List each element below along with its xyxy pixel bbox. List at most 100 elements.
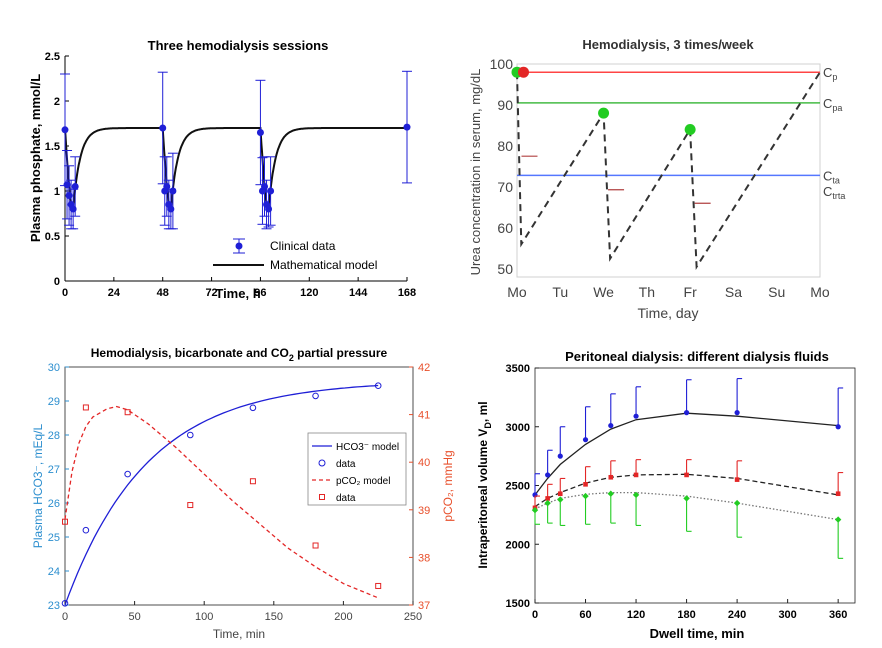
legend-model-label: Mathematical model [270,258,377,272]
peritoneal-y-tick-label: 2500 [506,481,530,493]
bicarbonate-y-left-tick-label: 30 [48,362,60,374]
urea-marker-green [684,124,696,136]
hco3-data-point [374,382,382,390]
urea-ref-label: Cp [823,65,837,82]
phosphate-data-point [267,187,275,195]
pco2-data-point [187,502,194,509]
bicarbonate-y-left-tick-label: 27 [48,464,60,476]
bicarbonate-y-right-tick-label: 37 [418,600,430,612]
legend-pco2-model-label: pCO₂ model [336,476,390,487]
legend-hco3-data-label: data [336,459,356,470]
peritoneal-data-point-green [834,516,842,523]
peritoneal-chart: Peritoneal dialysis: different dialysis … [476,349,856,641]
phosphate-x-tick-label: 48 [157,287,169,299]
phosphate-chart: Three hemodialysis sessions Plasma phosp… [28,38,416,301]
phosphate-x-tick-label: 0 [62,287,68,299]
peritoneal-data-point-green [544,499,551,507]
phosphate-y-tick-label: 2 [54,96,60,108]
bicarbonate-y-left-tick-label: 28 [48,430,60,442]
bicarbonate-title: Hemodialysis, bicarbonate and CO2 partia… [91,346,388,363]
peritoneal-xlabel: Dwell time, min [650,626,745,641]
pco2-data-point [124,409,131,416]
peritoneal-data-point-blue [683,410,690,416]
hco3-model-line [64,384,379,606]
pco2-data-point [249,478,256,485]
legend-data-marker [235,242,243,250]
phosphate-x-tick-label: 72 [205,287,217,299]
legend-hco3-data-marker [318,459,326,467]
bicarbonate-y-right-tick-label: 39 [418,505,430,517]
peritoneal-data-point-blue [608,422,614,429]
urea-x-tick-label: Su [768,284,785,300]
urea-y-tick-label: 70 [497,179,513,195]
peritoneal-y-tick-label: 3500 [506,363,530,375]
peritoneal-x-tick-label: 300 [778,609,796,621]
peritoneal-data-point-blue [582,437,589,443]
urea-y-tick-label: 90 [497,97,513,113]
phosphate-x-tick-label: 96 [254,287,266,299]
phosphate-xlabel: Time, h [215,286,260,301]
peritoneal-data-point-red [557,491,563,497]
bicarbonate-x-tick-label: 200 [334,611,352,623]
phosphate-y-tick-label: 0.5 [45,231,60,243]
phosphate-data-point [71,183,79,190]
urea-x-tick-label: We [593,284,614,300]
bicarbonate-y-left-tick-label: 23 [48,600,60,612]
phosphate-y-tick-label: 1.5 [45,141,60,153]
pco2-data-point [62,518,68,525]
pco2-data-point [82,404,89,411]
urea-x-tick-label: Mo [507,284,527,300]
peritoneal-data-point-green [632,491,640,499]
phosphate-title: Three hemodialysis sessions [148,38,329,53]
bicarbonate-ylabel-left: Plasma HCO3⁻, mEq/L [31,423,45,548]
urea-chart: Hemodialysis, 3 times/week Urea concentr… [468,37,845,321]
urea-ref-label: Cpa [823,96,842,113]
phosphate-model-line [64,127,407,211]
bicarbonate-x-tick-label: 150 [265,611,283,623]
peritoneal-data-point-green [557,496,564,503]
bicarbonate-chart: Hemodialysis, bicarbonate and CO2 partia… [31,346,455,641]
peritoneal-data-point-green [683,495,690,502]
bicarbonate-x-tick-label: 0 [62,611,68,623]
phosphate-data-point [61,126,69,134]
legend-box [307,432,407,506]
peritoneal-x-tick-label: 180 [677,609,695,621]
phosphate-data-point [169,187,177,195]
urea-y-tick-label: 80 [497,138,513,154]
phosphate-data-point [256,129,264,136]
legend-pco2-data-label: data [336,493,356,504]
urea-title: Hemodialysis, 3 times/week [582,37,754,52]
legend-data-label: Clinical data [270,239,336,253]
bicarbonate-y-left-tick-label: 24 [48,566,60,578]
pco2-data-point [375,582,382,589]
peritoneal-data-point-red [608,474,614,480]
peritoneal-data-point-blue [557,453,563,459]
peritoneal-plot-frame [534,367,856,604]
peritoneal-data-point-blue [545,472,551,478]
urea-x-tick-label: Tu [552,284,568,300]
urea-plot-frame [516,63,821,278]
peritoneal-data-point-red [545,496,550,501]
legend-pco2-data-marker [319,494,325,500]
phosphate-data-point [159,124,167,132]
bicarbonate-y-left-tick-label: 26 [48,498,60,510]
legend-hco3-model-label: HCO3⁻ model [336,442,399,453]
peritoneal-data-point-blue [835,424,841,430]
urea-y-tick-label: 60 [497,220,513,236]
phosphate-x-tick-label: 120 [300,287,318,299]
phosphate-x-tick-label: 144 [349,287,368,299]
urea-y-tick-label: 50 [497,261,513,277]
bicarbonate-y-right-tick-label: 42 [418,362,430,374]
bicarbonate-x-tick-label: 50 [128,611,140,623]
bicarbonate-y-left-tick-label: 25 [48,532,60,544]
peritoneal-title: Peritoneal dialysis: different dialysis … [565,349,829,364]
phosphate-x-tick-label: 24 [108,287,121,299]
bicarbonate-y-right-tick-label: 41 [418,410,430,422]
phosphate-y-tick-label: 2.5 [45,51,60,63]
peritoneal-y-tick-label: 1500 [506,598,530,610]
peritoneal-data-point-green [582,492,589,500]
hco3-data-point [186,431,194,439]
peritoneal-data-point-red [633,472,639,478]
urea-y-tick-label: 100 [490,56,514,72]
urea-x-tick-label: Fr [684,284,698,300]
